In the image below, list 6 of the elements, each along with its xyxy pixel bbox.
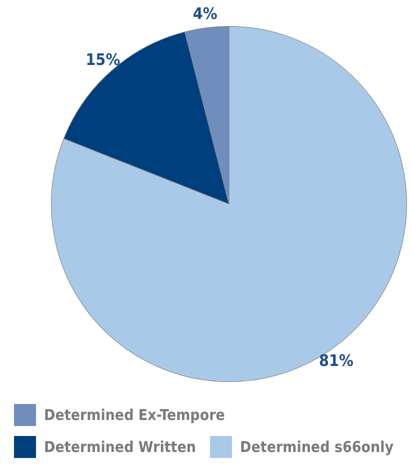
legend-label: Determined Ex-Tempore	[44, 406, 225, 424]
legend-label: Determined Written	[44, 438, 196, 456]
data-label: 15%	[86, 50, 120, 70]
data-label: 4%	[192, 4, 218, 23]
data-label: 81%	[318, 350, 354, 370]
legend-label: Determined s66only	[240, 438, 394, 456]
